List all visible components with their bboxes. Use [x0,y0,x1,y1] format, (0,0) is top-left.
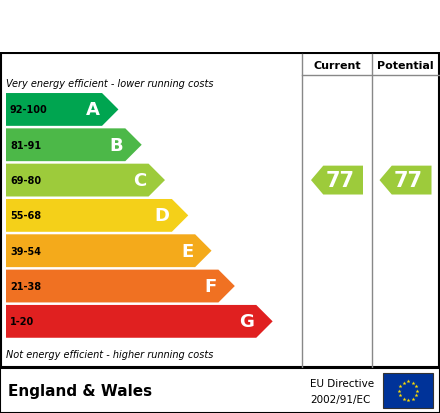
Text: 1-20: 1-20 [10,317,34,327]
Polygon shape [6,199,188,232]
Text: 81-91: 81-91 [10,140,41,150]
Polygon shape [6,305,273,338]
Polygon shape [6,270,235,303]
Text: C: C [133,172,147,190]
Text: F: F [204,278,216,295]
Polygon shape [311,166,363,195]
Polygon shape [6,129,142,162]
Text: 39-54: 39-54 [10,246,41,256]
Text: 69-80: 69-80 [10,176,41,185]
Text: E: E [181,242,193,260]
Text: 55-68: 55-68 [10,211,41,221]
Text: Potential: Potential [377,60,434,70]
Polygon shape [6,164,165,197]
Text: Not energy efficient - higher running costs: Not energy efficient - higher running co… [6,349,213,359]
Bar [383,373,433,408]
Text: 2002/91/EC: 2002/91/EC [310,394,370,404]
Text: Energy Efficiency Rating: Energy Efficiency Rating [11,17,318,36]
Text: B: B [110,136,123,154]
Text: 77: 77 [394,171,423,191]
Text: EU Directive: EU Directive [310,377,374,387]
Text: 77: 77 [326,171,355,191]
Polygon shape [6,94,118,126]
Text: Very energy efficient - lower running costs: Very energy efficient - lower running co… [6,79,213,89]
Text: 21-38: 21-38 [10,281,41,291]
Text: D: D [155,207,170,225]
Text: 92-100: 92-100 [10,105,48,115]
Text: Current: Current [313,60,361,70]
Polygon shape [6,235,212,268]
Polygon shape [379,166,432,195]
Text: G: G [239,313,254,330]
Text: England & Wales: England & Wales [8,383,152,398]
Text: A: A [86,101,100,119]
